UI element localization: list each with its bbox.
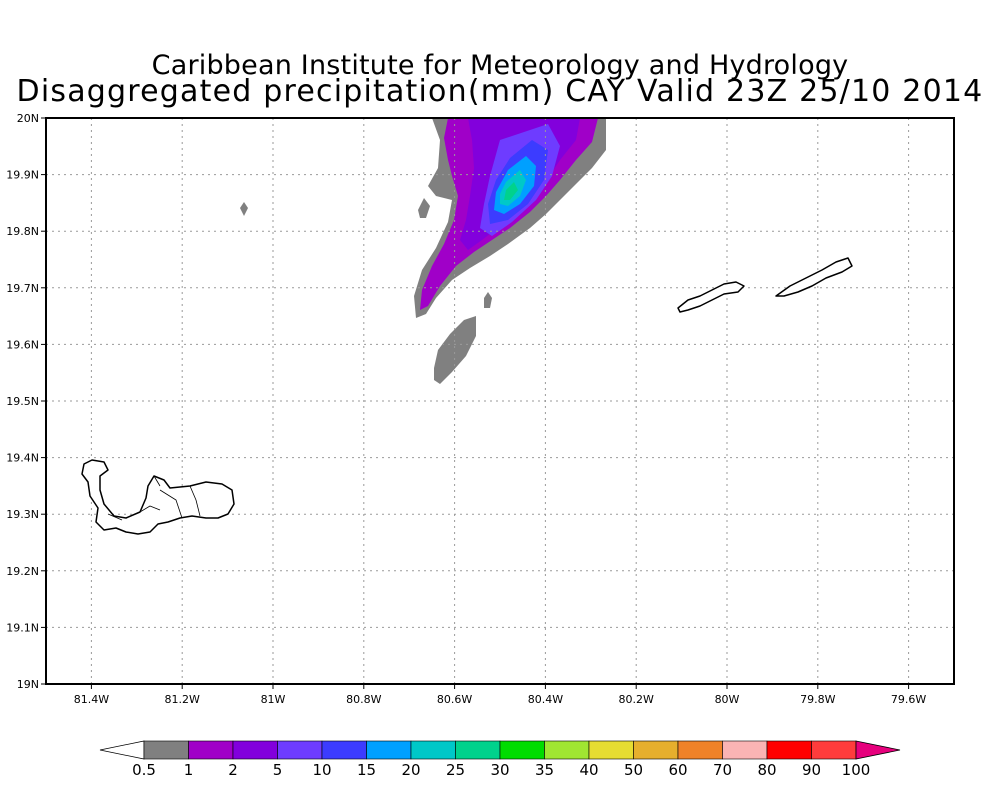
x-tick-label: 80.8W	[346, 693, 381, 706]
colorbar-label: 25	[446, 761, 465, 779]
colorbar-segment	[455, 740, 501, 760]
chart-title: Caribbean Institute for Meteorology and …	[151, 50, 849, 81]
colorbar-segment	[366, 740, 412, 760]
y-tick-label: 19N	[17, 678, 39, 691]
colorbar-label: 0.5	[132, 761, 156, 779]
colorbar-label: 90	[802, 761, 821, 779]
y-tick-label: 19.9N	[6, 169, 39, 182]
colorbar-segment	[232, 740, 278, 760]
precip-gray-blob	[434, 316, 476, 384]
colorbar-label: 35	[535, 761, 554, 779]
precipitation-field	[240, 118, 606, 384]
x-tick-label: 81W	[261, 693, 286, 706]
y-tick-label: 19.6N	[6, 338, 39, 351]
colorbar-label: 80	[757, 761, 776, 779]
colorbar-segment	[188, 740, 234, 760]
colorbar-segment	[499, 740, 545, 760]
colorbar-label: 60	[668, 761, 687, 779]
colorbar-segment	[811, 740, 857, 760]
chart-subtitle: Disaggregated precipitation(mm) CAY Vali…	[16, 74, 984, 109]
colorbar-segment	[633, 740, 679, 760]
colorbar-segment	[855, 740, 901, 760]
colorbar-label: 40	[579, 761, 598, 779]
y-tick-label: 19.5N	[6, 395, 39, 408]
colorbar-segment	[321, 740, 367, 760]
colorbar-segment	[143, 740, 189, 760]
colorbar-segment	[544, 740, 590, 760]
x-tick-label: 79.8W	[800, 693, 835, 706]
y-tick-label: 19.4N	[6, 452, 39, 465]
grand-cayman-island	[81, 459, 235, 535]
grand-cayman-districts	[107, 475, 201, 521]
precip-gray-dot	[418, 198, 430, 218]
x-tick-label: 80.4W	[528, 693, 563, 706]
precip-green-core	[504, 182, 518, 200]
x-tick-label: 80W	[715, 693, 740, 706]
y-tick-label: 19.1N	[6, 621, 39, 634]
little-cayman-island	[677, 281, 745, 313]
precip-gray-dot	[240, 202, 248, 216]
colorbar-segment	[677, 740, 723, 760]
colorbar-segment	[99, 740, 145, 760]
colorbar-label: 70	[713, 761, 732, 779]
x-tick-label: 80.2W	[619, 693, 654, 706]
y-tick-label: 19.7N	[6, 282, 39, 295]
x-tick-label: 81.4W	[74, 693, 109, 706]
colorbar-label: 1	[184, 761, 194, 779]
islands	[81, 257, 853, 535]
colorbar-segment	[588, 740, 634, 760]
colorbar-label: 15	[357, 761, 376, 779]
colorbar-label: 5	[273, 761, 283, 779]
colorbar-label: 2	[228, 761, 238, 779]
y-tick-label: 19.8N	[6, 225, 39, 238]
colorbar-label: 20	[401, 761, 420, 779]
y-axis-ticks: 20N 19.9N 19.8N 19.7N 19.6N 19.5N 19.4N 19.3N 19…	[6, 112, 46, 691]
colorbar-label: 10	[312, 761, 331, 779]
y-tick-label: 19.2N	[6, 565, 39, 578]
colorbar: 0.5 1 2 5 10 15 20 25 30 35 40 50 60 70 80 90 100	[99, 740, 901, 779]
colorbar-segment	[766, 740, 812, 760]
colorbar-segment	[277, 740, 323, 760]
cayman-brac-island	[775, 257, 853, 297]
x-tick-label: 79.6W	[891, 693, 926, 706]
map-gridlines	[46, 118, 954, 684]
x-tick-label: 81.2W	[165, 693, 200, 706]
precip-gray-dot	[484, 292, 492, 308]
colorbar-segment	[410, 740, 456, 760]
y-tick-label: 19.3N	[6, 508, 39, 521]
colorbar-segment	[722, 740, 768, 760]
colorbar-label: 50	[624, 761, 643, 779]
colorbar-label: 30	[490, 761, 509, 779]
colorbar-label: 100	[842, 761, 871, 779]
x-axis-ticks: 81.4W 81.2W 81W 80.8W 80.6W 80.4W 80.2W 80W 79.8…	[74, 684, 926, 706]
y-tick-label: 20N	[17, 112, 39, 125]
x-tick-label: 80.6W	[437, 693, 472, 706]
